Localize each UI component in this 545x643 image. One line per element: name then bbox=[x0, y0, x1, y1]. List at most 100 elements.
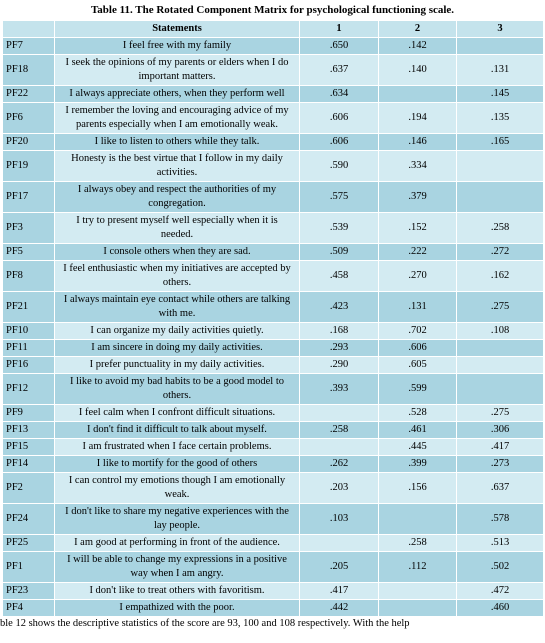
table-row: PF7 I feel free with my family .650.142 bbox=[2, 37, 544, 55]
header-cell: 3 bbox=[456, 20, 544, 38]
statement: I always appreciate others, when they pe… bbox=[54, 85, 300, 103]
loading: .203 bbox=[299, 472, 379, 504]
loading: .222 bbox=[378, 243, 457, 261]
table-row: PF21 I always maintain eye contact while … bbox=[2, 291, 544, 323]
loading: .146 bbox=[378, 133, 457, 151]
loading: .379 bbox=[378, 181, 457, 213]
loading: .606 bbox=[299, 102, 379, 134]
table-row: PF11 I am sincere in doing my daily activ… bbox=[2, 339, 544, 357]
item-id: PF8 bbox=[2, 260, 55, 292]
loading: .417 bbox=[456, 438, 544, 456]
header-cell: Statements bbox=[54, 20, 300, 38]
loading bbox=[378, 599, 457, 617]
loading: .108 bbox=[456, 322, 544, 340]
loading: .460 bbox=[456, 599, 544, 617]
loading bbox=[456, 181, 544, 213]
item-id: PF7 bbox=[2, 37, 55, 55]
loading bbox=[299, 534, 379, 552]
loading bbox=[456, 37, 544, 55]
loading: .152 bbox=[378, 212, 457, 244]
statement: I am frustrated when I face certain prob… bbox=[54, 438, 300, 456]
item-id: PF12 bbox=[2, 373, 55, 405]
item-id: PF13 bbox=[2, 421, 55, 439]
item-id: PF6 bbox=[2, 102, 55, 134]
loading: .393 bbox=[299, 373, 379, 405]
loading: .156 bbox=[378, 472, 457, 504]
loading: .528 bbox=[378, 404, 457, 422]
loading: .650 bbox=[299, 37, 379, 55]
loading: .135 bbox=[456, 102, 544, 134]
item-id: PF10 bbox=[2, 322, 55, 340]
table-row: PF12 I like to avoid my bad habits to be … bbox=[2, 373, 544, 405]
table-row: PF17 I always obey and respect the author… bbox=[2, 181, 544, 213]
table-row: PF3 I try to present myself well especial… bbox=[2, 212, 544, 244]
loading: .502 bbox=[456, 551, 544, 583]
loading: .168 bbox=[299, 322, 379, 340]
statement: I don't like to treat others with favori… bbox=[54, 582, 300, 600]
loading: .306 bbox=[456, 421, 544, 439]
table-row: PF1 I will be able to change my expressio… bbox=[2, 551, 544, 583]
loading: .275 bbox=[456, 404, 544, 422]
loading: .275 bbox=[456, 291, 544, 323]
table-row: PF19 Honesty is the best virtue that I fo… bbox=[2, 150, 544, 182]
loading: .634 bbox=[299, 85, 379, 103]
loading: .334 bbox=[378, 150, 457, 182]
statement: I always obey and respect the authoritie… bbox=[54, 181, 300, 213]
loading: .131 bbox=[456, 54, 544, 86]
table-row: PF16 I prefer punctuality in my daily act… bbox=[2, 356, 544, 374]
loading: .605 bbox=[378, 356, 457, 374]
loading: .258 bbox=[456, 212, 544, 244]
loading: .142 bbox=[378, 37, 457, 55]
loading: .140 bbox=[378, 54, 457, 86]
loading: .258 bbox=[378, 534, 457, 552]
loading: .270 bbox=[378, 260, 457, 292]
table-row: PF13 I don't find it difficult to talk ab… bbox=[2, 421, 544, 439]
loading bbox=[299, 438, 379, 456]
loading: .513 bbox=[456, 534, 544, 552]
statement: I am sincere in doing my daily activitie… bbox=[54, 339, 300, 357]
table-row: PF20 I like to listen to others while the… bbox=[2, 133, 544, 151]
statement: I prefer punctuality in my daily activit… bbox=[54, 356, 300, 374]
loading: .273 bbox=[456, 455, 544, 473]
loading: .417 bbox=[299, 582, 379, 600]
loading: .423 bbox=[299, 291, 379, 323]
loading: .272 bbox=[456, 243, 544, 261]
statement: Honesty is the best virtue that I follow… bbox=[54, 150, 300, 182]
header-cell: 1 bbox=[299, 20, 379, 38]
loading: .145 bbox=[456, 85, 544, 103]
loading: .509 bbox=[299, 243, 379, 261]
loading: .578 bbox=[456, 503, 544, 535]
table: Statements 1 2 3 PF7 I feel free with my fam… bbox=[2, 20, 544, 617]
table-row: PF4 I empathized with the poor. .442 .460 bbox=[2, 599, 544, 617]
item-id: PF19 bbox=[2, 150, 55, 182]
loading: .590 bbox=[299, 150, 379, 182]
statement: I feel calm when I confront difficult si… bbox=[54, 404, 300, 422]
statement: I don't like to share my negative experi… bbox=[54, 503, 300, 535]
loading bbox=[456, 356, 544, 374]
loading: .399 bbox=[378, 455, 457, 473]
statement: I try to present myself well especially … bbox=[54, 212, 300, 244]
header-cell: 2 bbox=[378, 20, 457, 38]
loading: .575 bbox=[299, 181, 379, 213]
item-id: PF5 bbox=[2, 243, 55, 261]
item-id: PF16 bbox=[2, 356, 55, 374]
statement: I seek the opinions of my parents or eld… bbox=[54, 54, 300, 86]
statement: I feel enthusiastic when my initiatives … bbox=[54, 260, 300, 292]
statement: I remember the loving and encouraging ad… bbox=[54, 102, 300, 134]
item-id: PF3 bbox=[2, 212, 55, 244]
loading bbox=[299, 404, 379, 422]
statement: I like to listen to others while they ta… bbox=[54, 133, 300, 151]
statement: I am good at performing in front of the … bbox=[54, 534, 300, 552]
loading: .293 bbox=[299, 339, 379, 357]
table-row: PF5 I console others when they are sad. .5… bbox=[2, 243, 544, 261]
table-title: Table 11. The Rotated Component Matrix f… bbox=[90, 4, 455, 16]
loading: .539 bbox=[299, 212, 379, 244]
header-cell bbox=[2, 20, 55, 38]
table-row: PF25 I am good at performing in front of … bbox=[2, 534, 544, 552]
loading bbox=[378, 503, 457, 535]
table-row: PF23 I don't like to treat others with fa… bbox=[2, 582, 544, 600]
loading: .606 bbox=[299, 133, 379, 151]
loading: .290 bbox=[299, 356, 379, 374]
loading: .442 bbox=[299, 599, 379, 617]
item-id: PF9 bbox=[2, 404, 55, 422]
